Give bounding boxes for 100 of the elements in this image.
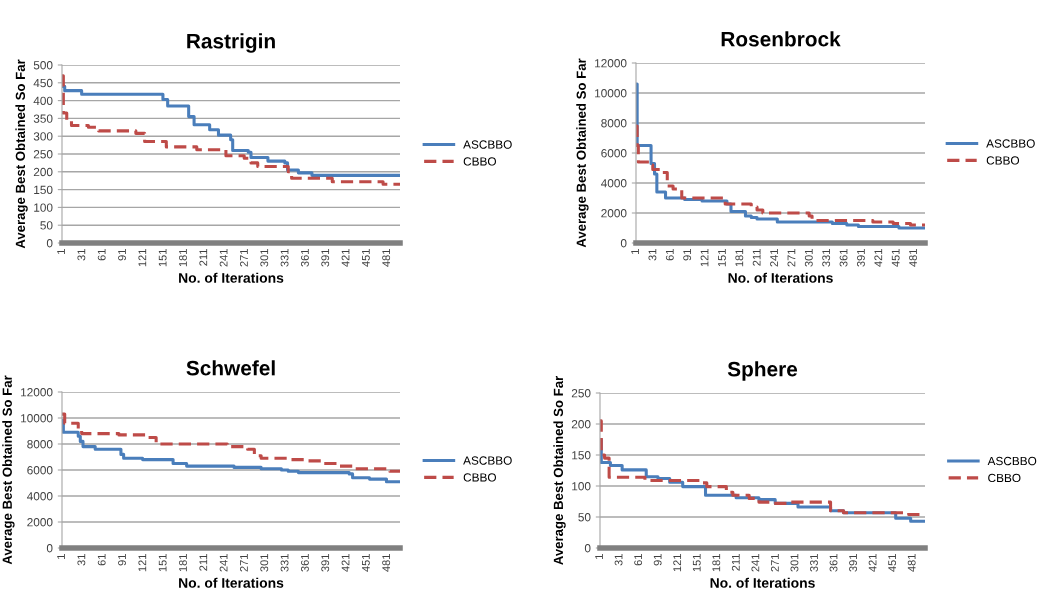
x-tick-label: 61	[634, 554, 643, 566]
x-tick-label: 1	[595, 554, 603, 559]
x-tick-label: 31	[77, 249, 86, 261]
y-tick-label: 300	[33, 132, 53, 141]
x-tick-label: 331	[280, 554, 289, 572]
legend-label: ASCBBO	[986, 139, 1035, 148]
y-tick-label: 12000	[21, 388, 53, 397]
x-tick-label: 451	[888, 554, 897, 572]
chart-title: Rosenbrock	[721, 31, 841, 47]
x-tick-label: 361	[829, 554, 838, 572]
y-tick-label: 450	[33, 78, 53, 88]
y-tick-label: 350	[33, 114, 53, 123]
x-tick-label: 121	[700, 249, 709, 267]
y-axis-title: Average Best Obtained So Far	[2, 375, 15, 565]
x-tick-label: 481	[907, 554, 916, 572]
x-tick-label: 91	[118, 554, 126, 566]
x-tick-label: 301	[804, 249, 813, 267]
x-tick-label: 301	[260, 554, 269, 572]
chart-title: Rastrigin	[187, 33, 275, 53]
x-tick-label: 211	[752, 249, 761, 266]
y-tick-label: 100	[34, 203, 53, 212]
x-axis-title: No. of Iterations	[728, 272, 833, 283]
y-tick-label: 10000	[21, 414, 53, 423]
x-tick-label: 91	[118, 249, 126, 261]
y-tick-label: 250	[33, 150, 53, 159]
x-tick-label: 451	[362, 249, 370, 267]
x-tick-label: 61	[665, 249, 674, 261]
y-tick-label: 0	[46, 544, 53, 553]
x-tick-label: 361	[839, 249, 848, 267]
x-tick-label: 151	[692, 554, 701, 572]
y-axis-title: Average Best Obtained So Far	[576, 58, 589, 248]
y-axis-title: Average Best Obtained So Far	[15, 59, 28, 249]
x-tick-label: 1	[631, 249, 639, 254]
x-tick-label: 31	[77, 554, 86, 566]
x-tick-label: 391	[849, 554, 857, 572]
x-tick-label: 211	[199, 249, 208, 266]
x-tick-label: 151	[158, 249, 167, 267]
x-tick-label: 91	[653, 554, 662, 566]
y-tick-label: 50	[40, 221, 53, 230]
legend-label: ASCBBO	[463, 140, 512, 149]
x-tick-label: 31	[648, 249, 657, 261]
y-tick-label: 4000	[600, 179, 627, 188]
x-tick-label: 181	[179, 554, 187, 572]
x-tick-label: 211	[199, 554, 208, 571]
x-tick-label: 181	[735, 249, 744, 267]
y-axis-title: Average Best Obtained So Far	[553, 375, 566, 565]
x-tick-label: 91	[683, 249, 692, 261]
x-tick-label: 481	[382, 554, 391, 572]
y-tick-label: 50	[578, 513, 591, 522]
x-tick-label: 1	[57, 554, 65, 559]
x-tick-label: 241	[219, 554, 228, 572]
x-axis-title: No. of Iterations	[179, 577, 284, 588]
x-tick-label: 271	[240, 554, 248, 572]
x-tick-label: 331	[822, 249, 831, 267]
legend-label: CBBO	[988, 473, 1021, 483]
chart-title: Sphere	[727, 361, 798, 381]
legend-label: ASCBBO	[987, 456, 1037, 466]
x-tick-label: 481	[382, 249, 391, 267]
y-tick-label: 8000	[601, 119, 627, 128]
y-tick-label: 2000	[27, 518, 53, 527]
y-tick-label: 0	[584, 544, 591, 553]
x-tick-label: 151	[718, 249, 726, 267]
x-tick-label: 121	[138, 554, 147, 572]
x-tick-label: 481	[909, 249, 917, 267]
y-tick-label: 500	[33, 61, 53, 70]
y-tick-label: 150	[572, 451, 591, 460]
x-axis-title: No. of Iterations	[710, 577, 815, 588]
x-tick-label: 331	[280, 249, 289, 267]
y-tick-label: 200	[33, 167, 53, 177]
legend-label: CBBO	[463, 473, 496, 482]
x-tick-label: 121	[673, 554, 682, 572]
x-tick-label: 391	[856, 249, 865, 267]
x-tick-label: 361	[300, 554, 309, 572]
y-tick-label: 100	[572, 482, 591, 491]
legend-label: ASCBBO	[463, 456, 512, 465]
x-tick-label: 151	[158, 554, 167, 572]
y-tick-label: 250	[571, 389, 591, 398]
x-tick-label: 391	[321, 249, 330, 267]
x-tick-label: 421	[341, 249, 350, 267]
x-tick-label: 391	[321, 554, 330, 572]
x-tick-label: 241	[219, 249, 228, 267]
x-tick-label: 301	[260, 249, 269, 267]
x-tick-label: 61	[97, 554, 106, 566]
y-tick-label: 200	[571, 420, 591, 429]
x-tick-label: 241	[751, 554, 760, 572]
x-axis-title: No. of Iterations	[179, 272, 284, 283]
y-tick-label: 0	[46, 239, 53, 248]
y-tick-label: 8000	[27, 440, 53, 449]
x-tick-label: 451	[362, 554, 370, 572]
x-tick-label: 61	[97, 249, 106, 261]
y-tick-label: 10000	[595, 89, 627, 98]
x-tick-label: 361	[300, 249, 309, 267]
x-tick-label: 271	[787, 249, 796, 267]
x-tick-label: 421	[868, 554, 877, 572]
x-tick-label: 121	[138, 249, 147, 267]
y-tick-label: 150	[34, 185, 53, 194]
x-tick-label: 301	[790, 554, 799, 572]
y-tick-label: 6000	[27, 466, 53, 475]
legend-label: CBBO	[463, 157, 496, 166]
x-tick-label: 271	[770, 554, 779, 572]
